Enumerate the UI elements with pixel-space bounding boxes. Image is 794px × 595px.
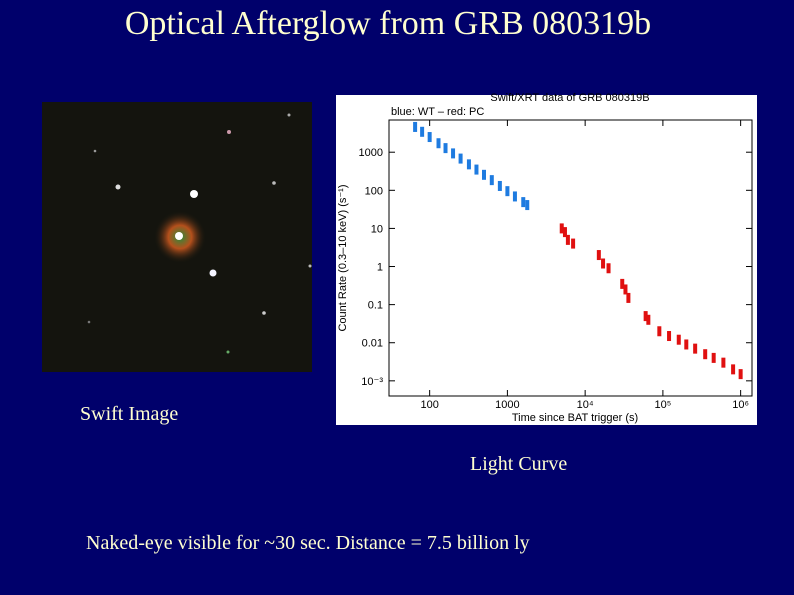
- data-point: [521, 197, 526, 208]
- data-point: [646, 314, 651, 325]
- swift-image: [42, 102, 312, 372]
- data-point: [596, 250, 601, 261]
- data-point: [693, 343, 698, 354]
- data-point: [606, 263, 611, 274]
- x-tick-label: 10⁴: [577, 399, 594, 411]
- data-point: [684, 339, 689, 350]
- data-point: [711, 352, 716, 363]
- x-tick-label: 10⁶: [732, 399, 749, 411]
- data-point: [657, 326, 662, 337]
- data-point: [676, 334, 681, 345]
- y-tick-label: 0.1: [368, 300, 383, 312]
- x-tick-label: 100: [420, 399, 438, 411]
- data-point: [731, 364, 736, 375]
- y-tick-label: 10: [371, 223, 383, 235]
- y-tick-label: 10⁻³: [361, 376, 383, 388]
- data-point: [620, 278, 625, 289]
- x-tick-label: 10⁵: [654, 399, 671, 411]
- data-point: [458, 153, 463, 164]
- data-point: [427, 132, 432, 143]
- chart-background: [336, 95, 757, 425]
- data-point: [466, 159, 471, 170]
- plot-frame: [388, 119, 753, 397]
- y-tick-label: 100: [365, 185, 383, 197]
- data-point: [474, 164, 479, 175]
- y-tick-label: 1000: [359, 147, 383, 159]
- data-point: [623, 284, 628, 295]
- data-point: [559, 223, 564, 234]
- data-point: [420, 126, 425, 137]
- data-point: [451, 148, 456, 159]
- y-tick-label: 1: [377, 262, 383, 274]
- data-point: [643, 311, 648, 322]
- data-point: [413, 121, 418, 132]
- data-point: [601, 258, 606, 269]
- data-point: [738, 369, 743, 380]
- data-point: [703, 349, 708, 360]
- data-point: [562, 227, 567, 238]
- data-point: [667, 331, 672, 342]
- chart-caption: Light Curve: [470, 453, 567, 475]
- footer-text: Naked-eye visible for ~30 sec. Distance …: [86, 532, 530, 554]
- image-caption: Swift Image: [80, 403, 178, 425]
- chart-title: Swift/XRT data of GRB 080319B: [490, 92, 649, 104]
- data-point: [626, 292, 631, 303]
- x-axis-label: Time since BAT trigger (s): [512, 412, 638, 424]
- data-point: [505, 186, 510, 197]
- data-point: [512, 191, 517, 202]
- y-tick-label: 0.01: [362, 338, 383, 350]
- data-point: [571, 238, 576, 249]
- y-axis-label: Count Rate (0.3–10 keV) (s⁻¹): [337, 184, 349, 331]
- slide-title: Optical Afterglow from GRB 080319b: [125, 5, 651, 42]
- data-point: [481, 169, 486, 180]
- data-point: [525, 200, 530, 211]
- data-point: [721, 357, 726, 368]
- data-point: [497, 180, 502, 191]
- chart-subtitle: blue: WT – red: PC: [391, 106, 484, 118]
- data-point: [489, 175, 494, 186]
- data-point: [443, 143, 448, 154]
- data-point: [436, 138, 441, 149]
- x-tick-label: 1000: [495, 399, 519, 411]
- data-point: [565, 234, 570, 245]
